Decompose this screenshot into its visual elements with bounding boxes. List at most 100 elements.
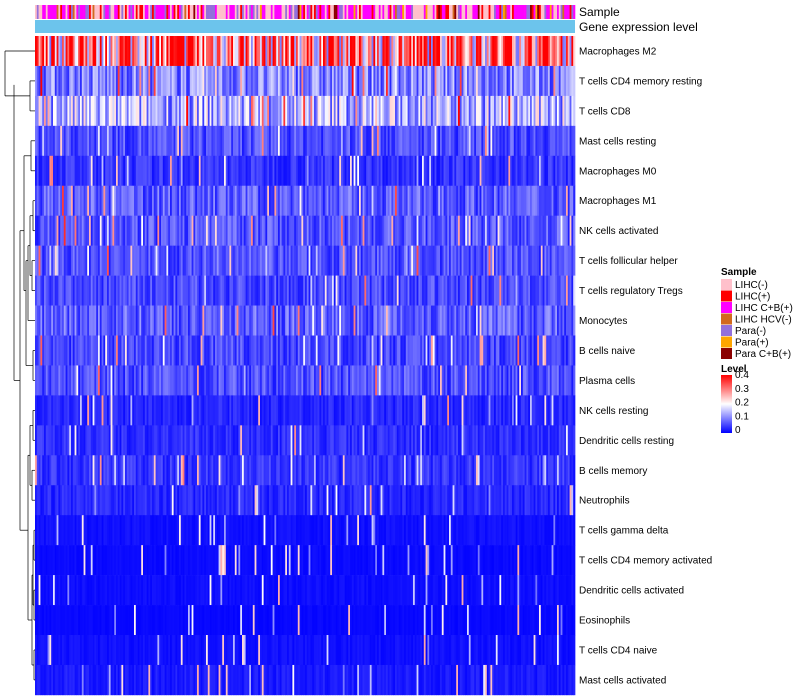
heatmap-cell — [522, 455, 525, 486]
heatmap-cell — [269, 185, 272, 216]
heatmap-cell — [139, 305, 142, 336]
heatmap-cell — [234, 155, 237, 187]
heatmap-cell — [85, 215, 88, 246]
heatmap-cell — [62, 245, 65, 276]
heatmap-cell — [76, 365, 79, 396]
heatmap-cell — [389, 395, 392, 426]
heatmap-cell — [215, 455, 218, 486]
heatmap-cell — [290, 395, 293, 426]
heatmap-cell — [119, 95, 122, 127]
heatmap-cell — [112, 125, 115, 157]
heatmap-cell — [357, 65, 360, 97]
heatmap-cell — [74, 215, 77, 246]
heatmap-cell — [301, 125, 304, 157]
heatmap-cell — [546, 125, 549, 157]
heatmap-cell — [314, 425, 317, 456]
heatmap-cell — [251, 245, 254, 276]
heatmap-cell — [504, 365, 507, 396]
heatmap-cell — [326, 425, 329, 456]
heatmap-cell — [215, 245, 218, 276]
heatmap-cell — [278, 365, 281, 396]
heatmap-cell — [384, 155, 387, 187]
heatmap-cell — [485, 185, 488, 216]
heatmap-cell — [135, 155, 138, 187]
heatmap-cell — [112, 95, 115, 127]
heatmap-cell — [542, 335, 545, 366]
heatmap-cell — [530, 155, 533, 187]
heatmap-cell — [472, 215, 475, 246]
heatmap-cell — [153, 215, 156, 246]
heatmap-cell — [81, 185, 84, 216]
heatmap-cell — [267, 125, 270, 157]
heatmap-cell — [535, 335, 538, 366]
heatmap-cell — [261, 275, 264, 306]
heatmap-cell — [60, 215, 63, 246]
heatmap-cell — [503, 125, 506, 157]
heatmap-cell — [364, 275, 367, 306]
heatmap-cell — [152, 455, 155, 486]
heatmap-cell — [94, 36, 97, 67]
sample-annotation-cell — [398, 5, 401, 19]
heatmap-cell — [438, 155, 441, 187]
heatmap-cell — [123, 65, 126, 97]
heatmap-cell — [488, 245, 491, 276]
heatmap-cell — [393, 95, 396, 127]
heatmap-cell — [74, 245, 77, 276]
heatmap-cell — [67, 455, 70, 486]
heatmap-cell — [542, 305, 545, 336]
heatmap-cell — [477, 335, 480, 366]
heatmap-cell — [130, 335, 133, 366]
heatmap-cell — [164, 425, 167, 456]
heatmap-cell — [108, 275, 111, 306]
sample-annotation-cell — [229, 5, 232, 19]
heatmap-cell — [105, 36, 108, 67]
heatmap-cell — [159, 125, 162, 157]
heatmap-cell — [166, 245, 169, 276]
heatmap-cell — [422, 155, 425, 187]
heatmap-cell — [125, 95, 128, 127]
heatmap-cell — [454, 305, 457, 336]
heatmap-cell — [319, 95, 322, 127]
heatmap-cell — [504, 215, 507, 246]
heatmap-cell — [301, 215, 304, 246]
heatmap-cell — [157, 36, 160, 67]
heatmap-cell — [310, 365, 313, 396]
heatmap-cell — [54, 215, 57, 246]
heatmap-cell — [564, 425, 567, 456]
heatmap-cell — [213, 335, 216, 366]
heatmap-cell — [197, 365, 200, 396]
heatmap-cell — [472, 395, 475, 426]
sample-annotation-cell — [112, 5, 115, 19]
heatmap-cell — [395, 36, 398, 67]
heatmap-cell — [144, 125, 147, 157]
heatmap-cell — [134, 185, 137, 216]
heatmap-cell — [528, 185, 531, 216]
sample-annotation-cell — [249, 5, 252, 19]
heatmap-cell — [157, 95, 160, 127]
heatmap-cell — [108, 95, 111, 127]
heatmap-cell — [184, 95, 187, 127]
heatmap-cell — [175, 65, 178, 97]
heatmap-cell — [402, 395, 405, 426]
heatmap-cell — [225, 155, 228, 187]
heatmap-cell — [323, 425, 326, 456]
heatmap-cell — [366, 95, 369, 127]
heatmap-cell — [224, 455, 227, 486]
heatmap-cell — [369, 335, 372, 366]
sample-annotation-cell — [144, 5, 147, 19]
heatmap-cell — [143, 215, 146, 246]
sample-annotation-cell — [468, 5, 471, 19]
heatmap-cell — [396, 305, 399, 336]
heatmap-cell — [416, 395, 419, 426]
heatmap-cell — [490, 305, 493, 336]
heatmap-cell — [387, 425, 390, 456]
heatmap-cell — [233, 485, 236, 516]
sample-annotation-cell — [497, 5, 500, 19]
heatmap-cell — [558, 125, 561, 157]
heatmap-cell — [182, 155, 185, 187]
heatmap-cell — [312, 425, 315, 456]
heatmap-cell — [360, 395, 363, 426]
heatmap-cell — [501, 155, 504, 187]
heatmap-cell — [346, 65, 349, 97]
heatmap-cell — [395, 125, 398, 157]
